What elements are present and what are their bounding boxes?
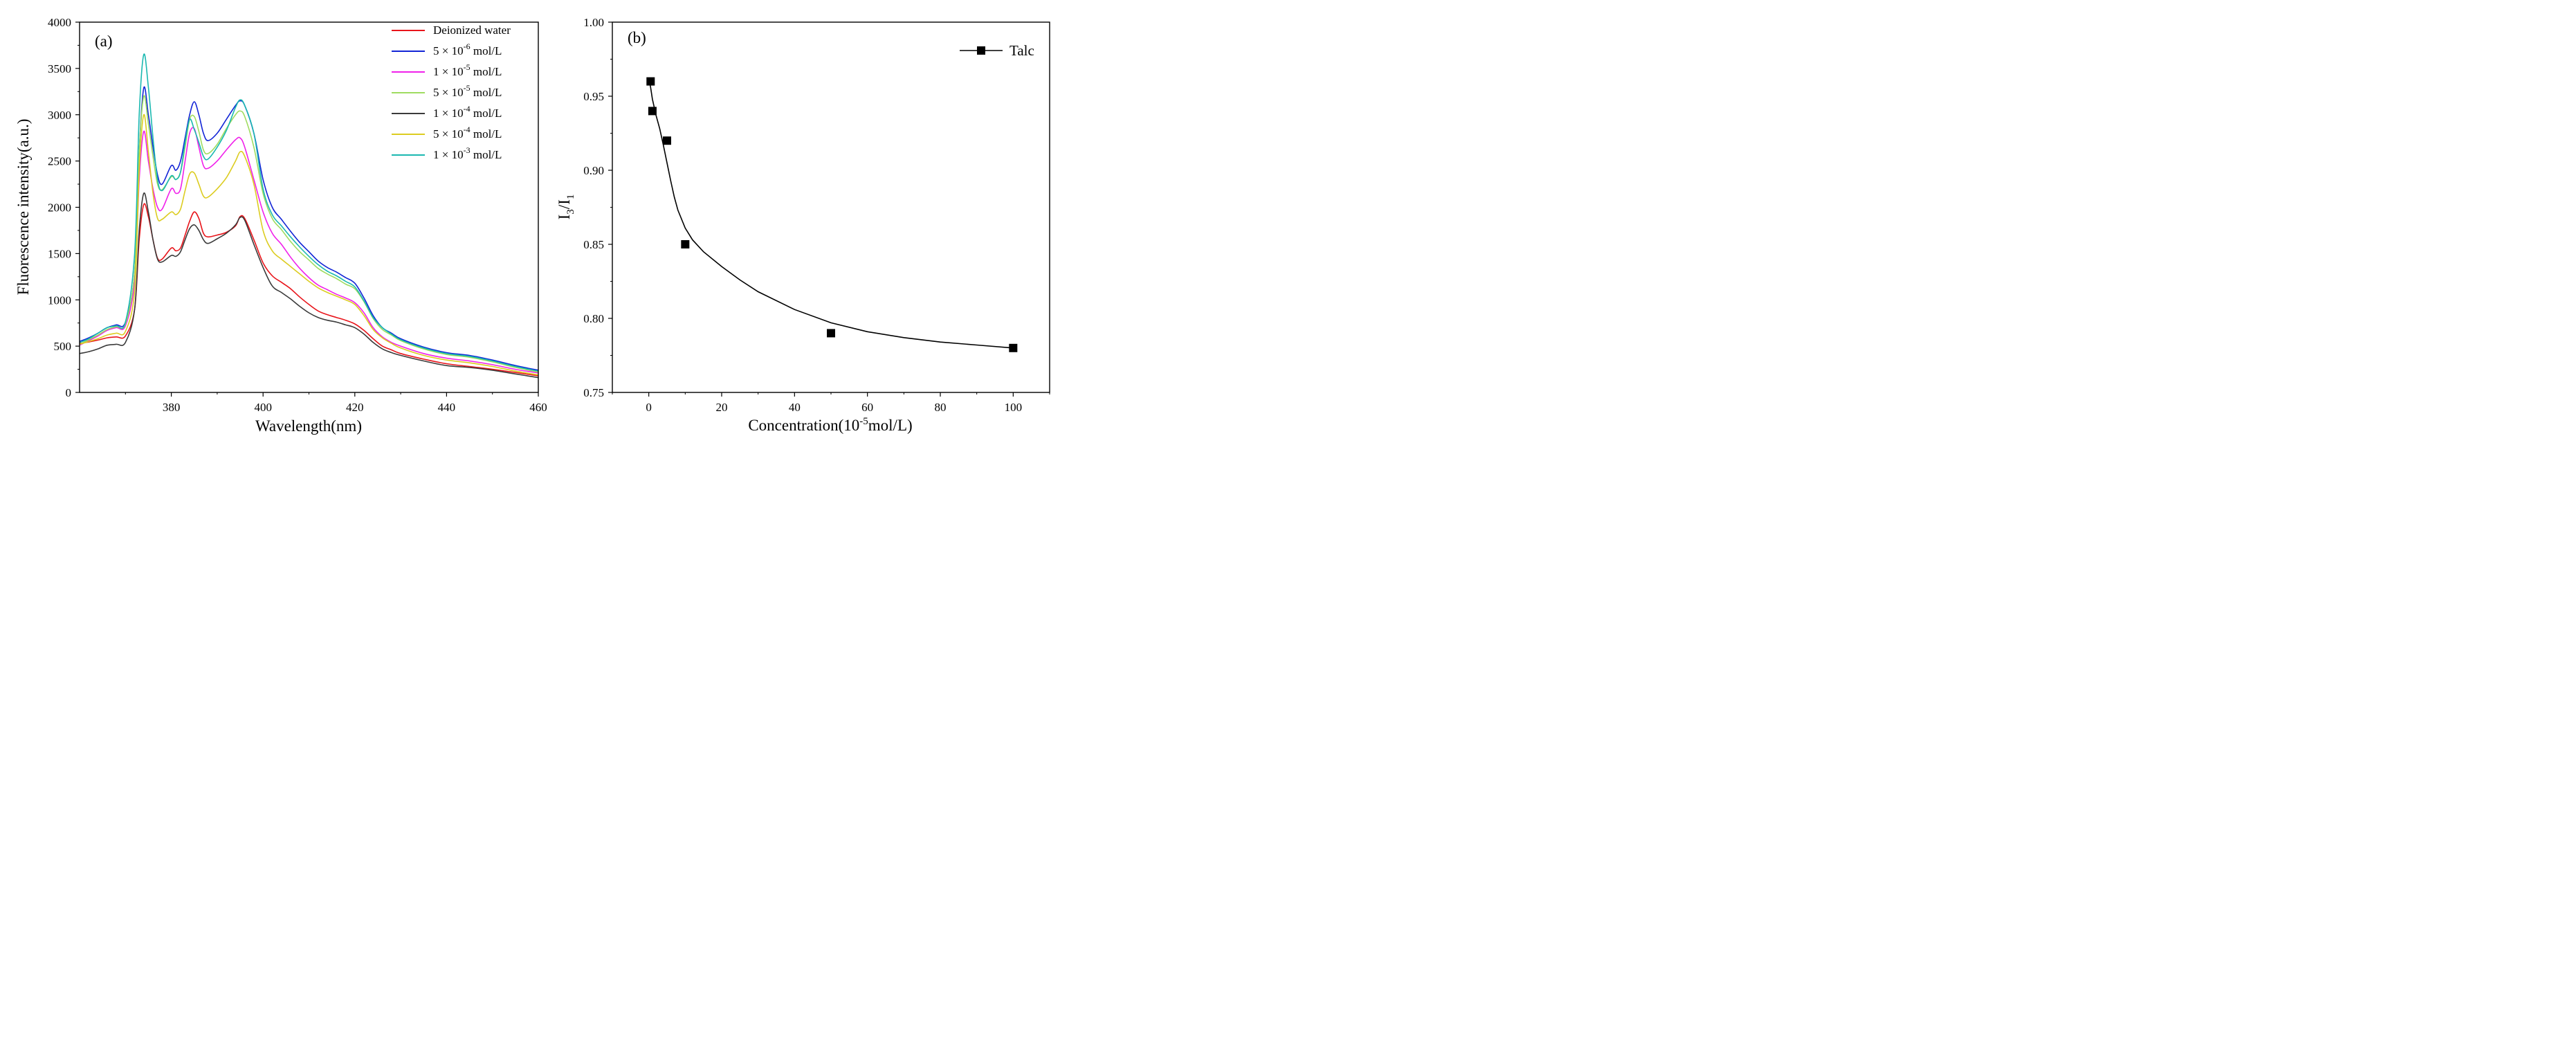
panel-b-y-axis-title-sub3: 3 xyxy=(565,209,576,215)
panel-a-legend-label-sup-4: -4 xyxy=(464,104,471,114)
panel-a-legend-label-sup-1: -6 xyxy=(464,42,471,51)
panel-a-legend-label-unit-5: mol/L xyxy=(471,127,502,140)
panel-b-data-point-3 xyxy=(681,240,690,248)
panel-a-legend-label-main-6: 1 × 10 xyxy=(433,148,464,161)
panel-b-label: (b) xyxy=(628,29,646,46)
panel-a-y-tick-label-4: 2000 xyxy=(48,201,71,215)
panel-a-series-lines xyxy=(79,53,539,379)
panel-b-x-tick-label-5: 100 xyxy=(1005,401,1023,414)
panel-b-data-point-0 xyxy=(646,77,655,86)
panel-b-x-tick-label-2: 40 xyxy=(789,401,801,414)
panel-a-y-axis-title: Fluorescence intensity(a.u.) xyxy=(15,119,32,296)
panel-a-legend-label-sup-6: -3 xyxy=(464,145,471,155)
panel-a-x-tick-label-2: 420 xyxy=(346,401,364,414)
panel-b-data-point-1 xyxy=(648,107,657,116)
panel-a-legend-label-unit-4: mol/L xyxy=(471,107,502,120)
panel-a-legend-label-unit-1: mol/L xyxy=(471,44,502,57)
panel-b-legend-label: Talc xyxy=(1010,42,1034,59)
panel-b-x-tick-label-1: 20 xyxy=(716,401,728,414)
panel-a-y-tick-label-5: 2500 xyxy=(48,155,71,168)
panel-a-legend-label-main-5: 5 × 10 xyxy=(433,127,464,140)
panel-b-data-points xyxy=(646,77,1018,352)
panel-a-y-tick-label-2: 1000 xyxy=(48,293,71,307)
panel-a-legend-label-sup-5: -4 xyxy=(464,125,471,134)
panel-b-y-tick-label-2: 0.85 xyxy=(583,238,604,251)
panel-b-legend: Talc xyxy=(960,42,1034,59)
panel-b-y-axis-title-sub1: 1 xyxy=(565,194,576,200)
panel-b-y-tick-label-4: 0.95 xyxy=(583,90,604,103)
panel-a-y-tick-label-7: 3500 xyxy=(48,62,71,75)
panel-a-legend-label-unit-3: mol/L xyxy=(471,86,502,99)
panel-a-series-line-4 xyxy=(79,192,539,379)
panel-a-series-line-5 xyxy=(79,114,539,376)
panel-a-frame xyxy=(79,21,539,393)
panel-b-data-point-4 xyxy=(827,329,835,338)
panel-a-legend-label-main-3: 5 × 10 xyxy=(433,86,464,99)
panel-a-legend-label-6: 1 × 10-3 mol/L xyxy=(433,145,502,161)
panel-a-y-tick-label-1: 500 xyxy=(54,340,72,353)
panel-b-y-axis-title-slash-i: /I xyxy=(556,199,573,209)
panel-a-ticks: 0 500 1000 1500 2000 2500 3000 3500 4000 380 400 42… xyxy=(48,16,547,414)
panel-b-y-tick-label-5: 1.00 xyxy=(583,16,604,29)
panel-a-legend-label-sup-2: -5 xyxy=(464,62,471,72)
panel-a-legend-label-2: 1 × 10-5 mol/L xyxy=(433,62,502,78)
panel-a-legend-label-1: 5 × 10-6 mol/L xyxy=(433,42,502,57)
panel-a-legend-label-main-4: 1 × 10 xyxy=(433,107,464,120)
panel-b-legend-marker xyxy=(977,46,985,55)
panel-b-fit-curve xyxy=(648,78,1014,349)
panel-a-y-tick-label-0: 0 xyxy=(66,386,72,399)
panel-b-y-tick-label-1: 0.80 xyxy=(583,312,604,325)
panel-a-x-tick-label-3: 440 xyxy=(438,401,456,414)
panel-b-y-axis-title: I3/I1 xyxy=(556,194,576,220)
panel-a-x-tick-label-4: 460 xyxy=(529,401,547,414)
panel-a-legend-label-5: 5 × 10-4 mol/L xyxy=(433,125,502,140)
panel-a-legend-label-main-2: 1 × 10 xyxy=(433,65,464,78)
panel-a-legend-label-main-1: 5 × 10 xyxy=(433,44,464,57)
panel-b-x-axis-title: Concentration(10-5mol/L) xyxy=(748,416,912,434)
panel-a-label: (a) xyxy=(95,33,113,50)
panel-b-y-tick-label-0: 0.75 xyxy=(583,386,604,399)
panel-b-data-point-5 xyxy=(1009,343,1018,352)
panel-a-series-line-6 xyxy=(79,53,539,372)
panel-a-legend-label-unit-2: mol/L xyxy=(471,65,502,78)
panel-b-x-tick-label-3: 60 xyxy=(861,401,873,414)
panel-a-y-tick-label-6: 3000 xyxy=(48,109,71,122)
panel-a-legend-label-main-0: Deionized water xyxy=(433,24,511,37)
panel-a-fluorescence-chart: 0 500 1000 1500 2000 2500 3000 3500 4000 380 400 42… xyxy=(15,16,547,435)
panel-b-y-axis-title-i: I xyxy=(556,215,573,220)
panel-a-x-tick-label-1: 400 xyxy=(254,401,272,414)
panel-a-series-line-2 xyxy=(79,127,539,374)
panel-a-legend-label-0: Deionized water xyxy=(433,24,511,37)
panel-a-series-line-3 xyxy=(79,95,539,373)
panel-a-y-tick-label-8: 4000 xyxy=(48,16,71,29)
panel-b-x-axis-title-rest: mol/L) xyxy=(868,417,913,434)
panel-a-x-tick-label-0: 380 xyxy=(163,401,181,414)
panel-b-data-point-2 xyxy=(663,136,671,145)
panel-a-y-tick-label-3: 1500 xyxy=(48,247,71,260)
panel-a-legend-label-4: 1 × 10-4 mol/L xyxy=(433,104,502,120)
panel-b-ratio-chart: 0.75 0.80 0.85 0.90 0.95 1.00 0 20 40 60 80 100 (b)… xyxy=(556,16,1050,434)
panel-b-ticks: 0.75 0.80 0.85 0.90 0.95 1.00 0 20 40 60 80 100 xyxy=(583,16,1050,414)
panel-a-legend-label-sup-3: -5 xyxy=(464,83,471,93)
panel-b-y-tick-label-3: 0.90 xyxy=(583,164,604,177)
panel-a-x-axis-title: Wavelength(nm) xyxy=(255,417,362,435)
panel-b-x-tick-label-0: 0 xyxy=(646,401,652,414)
panel-a-legend-label-3: 5 × 10-5 mol/L xyxy=(433,83,502,99)
panel-b-x-axis-title-sup: -5 xyxy=(859,416,868,427)
panel-a-series-line-0 xyxy=(79,203,539,377)
panel-b-x-tick-label-4: 80 xyxy=(935,401,947,414)
panel-a-legend-label-unit-6: mol/L xyxy=(471,148,502,161)
panel-b-x-axis-title-main: Concentration(10 xyxy=(748,417,859,434)
